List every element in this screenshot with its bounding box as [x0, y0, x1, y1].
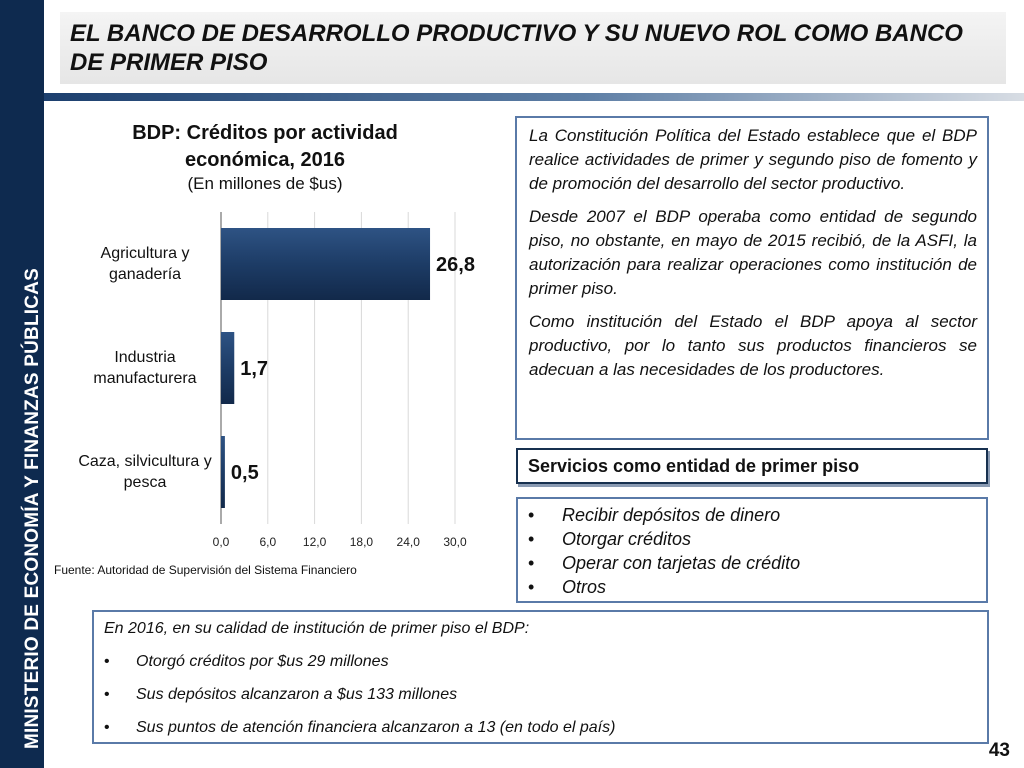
- chart-subtitle: (En millones de $us): [187, 174, 343, 193]
- constitution-box: La Constitución Política del Estado esta…: [515, 116, 989, 440]
- bullet: •: [528, 505, 535, 525]
- bar-value-label: 0,5: [231, 462, 259, 484]
- bullet: •: [528, 553, 535, 573]
- summary-item: Otorgó créditos por $us 29 millones: [136, 653, 389, 670]
- services-list: • Recibir depósitos de dinero • Otorgar cr…: [528, 503, 976, 599]
- list-item: • Operar con tarjetas de crédito: [528, 551, 976, 575]
- bullet: •: [104, 686, 110, 703]
- bullet: •: [528, 577, 535, 597]
- bullet: •: [104, 653, 110, 670]
- bar-value-label: 26,8: [436, 254, 475, 276]
- list-item: • Recibir depósitos de dinero: [528, 503, 976, 527]
- chart-source: Fuente: Autoridad de Supervisión del Sis…: [54, 563, 357, 577]
- x-tick-label: 18,0: [350, 535, 374, 549]
- summary-2016-box: En 2016, en su calidad de institución de…: [92, 610, 989, 744]
- list-item: • Sus puntos de atención financiera alcan…: [104, 717, 977, 739]
- service-item: Recibir depósitos de dinero: [562, 505, 781, 525]
- constitution-paragraph: Desde 2007 el BDP operaba como entidad d…: [529, 207, 977, 298]
- slide-header: EL BANCO DE DESARROLLO PRODUCTIVO Y SU N…: [60, 12, 1006, 84]
- summary-item: Sus puntos de atención financiera alcanz…: [136, 719, 616, 736]
- category-label: Caza, silvicultura y pesca: [78, 453, 211, 491]
- list-item: • Otorgar créditos: [528, 527, 976, 551]
- page-number: 43: [988, 740, 1010, 761]
- slide-title: EL BANCO DE DESARROLLO PRODUCTIVO Y SU N…: [70, 20, 963, 76]
- service-item: Otros: [562, 577, 607, 597]
- service-item: Operar con tarjetas de crédito: [562, 553, 801, 573]
- list-item: • Otros: [528, 575, 976, 599]
- services-box: • Recibir depósitos de dinero • Otorgar cr…: [516, 497, 988, 603]
- summary-item: Sus depósitos alcanzaron a $us 133 millo…: [136, 686, 458, 703]
- summary-intro: En 2016, en su calidad de institución de…: [104, 620, 530, 637]
- bar: [221, 332, 235, 404]
- chart-title: BDP: Créditos por actividad económica, 2…: [132, 122, 398, 171]
- x-tick-label: 12,0: [303, 535, 327, 549]
- x-tick-label: 30,0: [443, 535, 467, 549]
- category-label: Agricultura y ganadería: [101, 245, 190, 283]
- service-item: Otorgar créditos: [562, 529, 692, 549]
- x-tick-label: 6,0: [259, 535, 276, 549]
- list-item: • Sus depósitos alcanzaron a $us 133 mill…: [104, 684, 977, 706]
- sidebar: MINISTERIO DE ECONOMÍA Y FINANZAS PÚBLIC…: [0, 0, 44, 768]
- category-label: Industria manufacturera: [93, 349, 196, 387]
- bullet: •: [104, 719, 110, 736]
- services-heading: Servicios como entidad de primer piso: [516, 448, 988, 484]
- constitution-paragraph: Como institución del Estado el BDP apoya…: [529, 312, 977, 379]
- constitution-paragraph: La Constitución Política del Estado esta…: [529, 126, 977, 193]
- bar: [221, 228, 431, 300]
- bullet: •: [528, 529, 535, 549]
- bar: [221, 436, 225, 508]
- x-tick-label: 24,0: [397, 535, 421, 549]
- header-divider: [44, 93, 1024, 101]
- summary-list: • Otorgó créditos por $us 29 millones • Su…: [104, 651, 977, 739]
- list-item: • Otorgó créditos por $us 29 millones: [104, 651, 977, 673]
- x-tick-label: 0,0: [213, 535, 230, 549]
- bar-value-label: 1,7: [240, 358, 268, 380]
